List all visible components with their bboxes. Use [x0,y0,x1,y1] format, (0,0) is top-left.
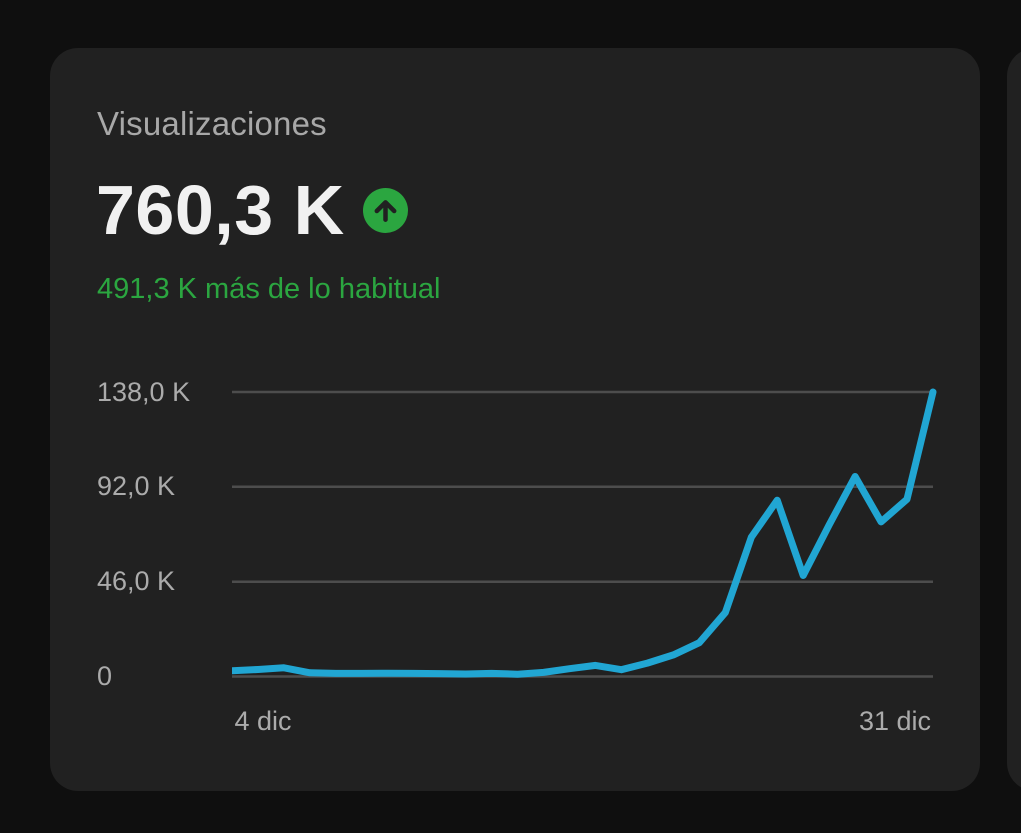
adjacent-card-partial[interactable] [1007,48,1021,791]
views-analytics-card[interactable]: Visualizaciones 760,3 K 491,3 K más de l… [50,48,980,791]
metric-value: 760,3 K [96,171,345,249]
y-axis-label: 92,0 K [97,471,176,502]
trend-up-arrow-icon [362,187,408,233]
y-axis-label: 46,0 K [97,566,176,597]
x-axis-label-end: 31 dic [858,706,932,736]
metric-value-row: 760,3 K [96,174,408,246]
views-series-line [228,388,937,678]
card-title: Visualizaciones [97,105,327,142]
chart-svg [228,388,937,678]
y-axis-label: 0 [97,661,113,691]
y-axis-label: 138,0 K [97,376,191,407]
views-line-chart[interactable] [228,378,938,690]
x-axis-label-start: 4 dic [234,706,292,736]
delta-text: 491,3 K más de lo habitual [97,273,441,305]
